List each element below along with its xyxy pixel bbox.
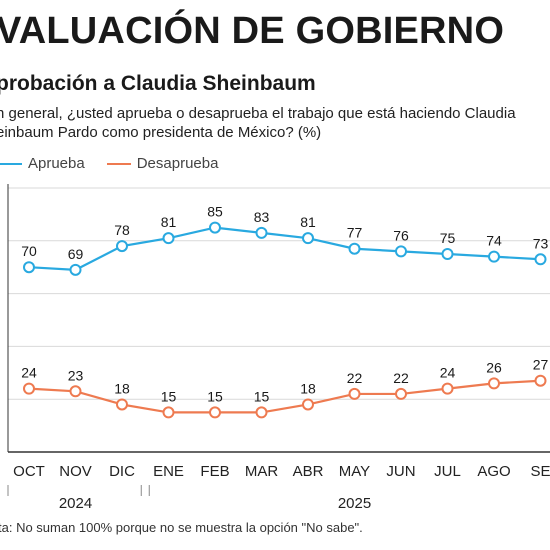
data-point-desaprueba — [534, 374, 547, 387]
data-point-desaprueba — [209, 406, 221, 419]
legend-swatch-aprueba — [0, 162, 22, 165]
x-tick-label: MAR — [245, 463, 279, 480]
data-point-desaprueba — [488, 377, 500, 390]
data-label-aprueba: 83 — [254, 209, 270, 225]
x-tick-label: FEB — [200, 463, 229, 480]
data-point-aprueba — [116, 240, 128, 253]
data-label-desaprueba: 18 — [300, 380, 316, 396]
data-label-desaprueba: 26 — [486, 359, 502, 375]
data-point-aprueba — [69, 263, 82, 276]
data-point-desaprueba — [69, 385, 82, 398]
x-tick-label: DIC — [109, 463, 135, 480]
data-point-aprueba — [302, 232, 314, 245]
legend-item-aprueba: Aprueba — [0, 155, 85, 172]
footnote: ta: No suman 100% porque no se muestra l… — [0, 520, 363, 535]
x-tick-label: AGO — [477, 463, 510, 480]
data-point-aprueba — [395, 245, 407, 258]
legend-label-aprueba: Aprueba — [28, 155, 85, 172]
data-label-aprueba: 78 — [114, 222, 130, 238]
x-tick-label: JUL — [434, 463, 461, 480]
x-tick-label: OCT — [13, 463, 45, 480]
chart-subtitle: probación a Claudia Sheinbaum — [0, 72, 316, 95]
data-point-desaprueba — [441, 382, 454, 395]
chart-legend: Aprueba Desaprueba — [0, 155, 240, 172]
data-point-desaprueba — [348, 387, 361, 400]
data-label-aprueba: 70 — [21, 243, 37, 259]
data-label-desaprueba: 18 — [114, 380, 130, 396]
data-point-aprueba — [441, 248, 454, 260]
data-point-aprueba — [534, 253, 547, 266]
data-point-desaprueba — [395, 387, 407, 400]
data-label-aprueba: 81 — [161, 214, 177, 230]
data-point-aprueba — [348, 242, 361, 255]
data-label-desaprueba: 15 — [207, 388, 223, 404]
data-label-desaprueba: 23 — [68, 367, 84, 383]
x-tick-label: SE — [530, 463, 550, 480]
data-label-desaprueba: 15 — [161, 388, 177, 404]
data-point-aprueba — [209, 221, 221, 234]
series-line-desaprueba — [28, 379, 541, 414]
data-point-desaprueba — [255, 406, 268, 419]
x-tick-label: ABR — [293, 463, 324, 480]
x-tick-label: NOV — [59, 463, 92, 480]
data-label-aprueba: 74 — [486, 233, 502, 249]
page-title: VALUACIÓN DE GOBIERNO — [0, 10, 505, 52]
data-label-aprueba: 73 — [533, 235, 549, 251]
data-point-desaprueba — [162, 406, 175, 419]
legend-swatch-desaprueba — [106, 162, 131, 165]
data-label-desaprueba: 15 — [254, 388, 270, 404]
data-label-aprueba: 85 — [207, 204, 223, 220]
data-point-aprueba — [162, 232, 175, 245]
data-label-desaprueba: 24 — [440, 365, 456, 381]
data-label-aprueba: 77 — [347, 225, 363, 241]
x-tick-label: JUN — [386, 463, 415, 480]
data-label-aprueba: 69 — [68, 246, 84, 262]
data-point-desaprueba — [23, 382, 35, 395]
data-point-desaprueba — [116, 398, 128, 411]
year-label: 2025 — [338, 495, 371, 512]
data-label-desaprueba: 22 — [347, 370, 363, 386]
data-label-desaprueba: 22 — [393, 370, 409, 386]
data-point-aprueba — [255, 226, 268, 239]
x-tick-label: MAY — [339, 463, 370, 480]
data-label-aprueba: 76 — [393, 227, 409, 243]
x-tick-label: ENE — [153, 463, 184, 480]
data-point-desaprueba — [302, 398, 314, 411]
year-label: 2024 — [59, 495, 92, 512]
survey-question: n general, ¿usted aprueba o desaprueba e… — [0, 105, 516, 141]
data-point-aprueba — [23, 261, 35, 274]
legend-label-desaprueba: Desaprueba — [136, 155, 219, 172]
data-label-desaprueba: 27 — [533, 357, 549, 373]
data-label-aprueba: 75 — [440, 230, 456, 246]
data-point-aprueba — [488, 250, 500, 263]
legend-item-desaprueba: Desaprueba — [106, 155, 219, 172]
data-label-aprueba: 81 — [300, 214, 316, 230]
series-line-aprueba — [28, 226, 541, 271]
data-label-desaprueba: 24 — [21, 365, 37, 381]
